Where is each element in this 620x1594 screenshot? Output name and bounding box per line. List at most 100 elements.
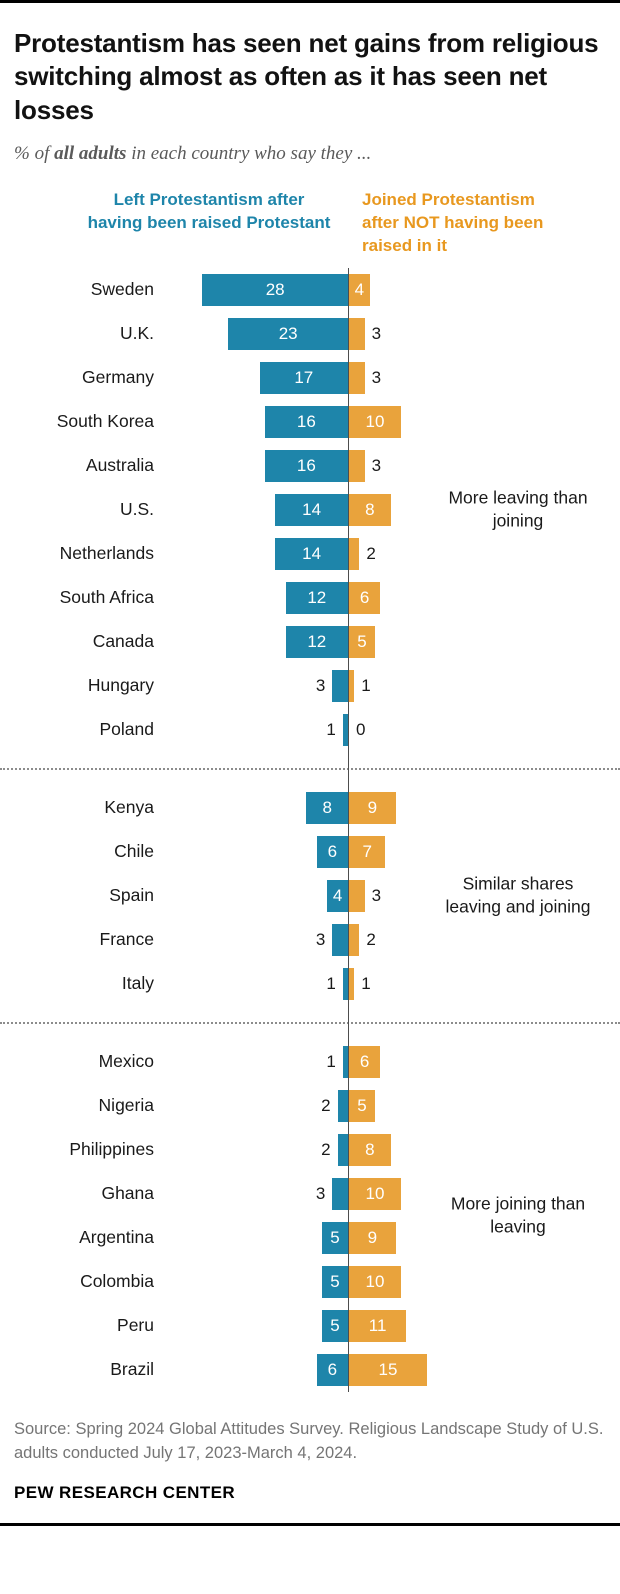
left-value-label: 16 xyxy=(296,455,316,475)
joined-bar xyxy=(349,625,375,658)
bar-area: 12 5 xyxy=(164,620,606,664)
joined-bar xyxy=(349,1133,391,1166)
left-bar xyxy=(275,537,348,570)
joined-value-label: 3 xyxy=(371,323,382,343)
joined-bar xyxy=(349,361,365,394)
left-bar xyxy=(316,1353,348,1386)
bar-area: 16 10 xyxy=(164,400,606,444)
joined-bar xyxy=(349,879,365,912)
country-row: U.K. 23 3 xyxy=(14,312,606,356)
country-row: Poland 1 0 xyxy=(14,708,606,752)
country-label: Spain xyxy=(109,885,154,906)
source-note: Source: Spring 2024 Global Attitudes Sur… xyxy=(14,1419,604,1462)
joined-value-label: 3 xyxy=(371,455,382,475)
left-value-label: 4 xyxy=(332,885,343,905)
left-value-label: 28 xyxy=(265,279,285,299)
country-row: Sweden 28 4 xyxy=(14,268,606,312)
country-label: U.S. xyxy=(119,499,154,520)
joined-bar xyxy=(349,273,370,306)
left-bar xyxy=(337,1133,348,1166)
left-value-label: 3 xyxy=(315,929,326,949)
country-row: U.S. 14 8 xyxy=(14,488,606,532)
country-row: Chile 6 7 xyxy=(14,830,606,874)
legend-left-series-label: Left Protestantism after having been rai… xyxy=(87,189,331,232)
bar-area: 5 11 xyxy=(164,1304,606,1348)
chart-group: Kenya 8 9 Chile 6 7 Spain 4 3 France 3 2 Italy 1 1 Simi… xyxy=(14,786,606,1006)
left-bar xyxy=(322,1265,348,1298)
country-label: Australia xyxy=(85,455,154,476)
joined-bar xyxy=(349,405,401,438)
bar-area: 14 2 xyxy=(164,532,606,576)
joined-bar xyxy=(349,1089,375,1122)
country-row: Peru 5 11 xyxy=(14,1304,606,1348)
country-row: South Korea 16 10 xyxy=(14,400,606,444)
joined-value-label: 8 xyxy=(365,499,375,519)
left-bar xyxy=(285,581,348,614)
country-label: Philippines xyxy=(69,1139,154,1160)
country-row: Argentina 5 9 xyxy=(14,1216,606,1260)
country-row: Ghana 3 10 xyxy=(14,1172,606,1216)
country-label: Ghana xyxy=(101,1183,154,1204)
left-bar xyxy=(337,1089,348,1122)
left-bar xyxy=(322,1221,348,1254)
legend-joined-series-label: Joined Protestantism after NOT having be… xyxy=(362,189,544,255)
left-value-label: 1 xyxy=(326,973,336,993)
joined-bar xyxy=(349,967,355,1000)
group-separator xyxy=(0,1021,620,1024)
country-label: Netherlands xyxy=(59,543,154,564)
bar-area: 12 6 xyxy=(164,576,606,620)
country-row: Netherlands 14 2 xyxy=(14,532,606,576)
left-bar xyxy=(316,835,348,868)
left-value-label: 3 xyxy=(315,1183,326,1203)
joined-bar xyxy=(349,923,360,956)
country-row: Canada 12 5 xyxy=(14,620,606,664)
country-label: Sweden xyxy=(90,279,154,300)
group-annotation: More joining than leaving xyxy=(450,1192,586,1237)
country-row: Philippines 2 8 xyxy=(14,1128,606,1172)
figure: Protestantism has seen net gains from re… xyxy=(0,0,620,1527)
joined-bar xyxy=(349,1353,427,1386)
left-bar xyxy=(264,449,348,482)
left-bar xyxy=(202,273,348,306)
joined-value-label: 10 xyxy=(365,1271,385,1291)
country-label: Peru xyxy=(117,1315,154,1336)
joined-value-label: 1 xyxy=(361,973,371,993)
joined-value-label: 15 xyxy=(378,1359,398,1379)
left-bar xyxy=(228,317,348,350)
bar-area: 5 10 xyxy=(164,1260,606,1304)
joined-value-label: 4 xyxy=(354,279,365,299)
country-label: U.K. xyxy=(119,323,154,344)
left-value-label: 6 xyxy=(327,841,338,861)
joined-value-label: 3 xyxy=(371,885,382,905)
chart-title: Protestantism has seen net gains from re… xyxy=(14,28,599,125)
country-label: Germany xyxy=(82,367,154,388)
group-separator xyxy=(0,767,620,770)
bar-area: 14 8 xyxy=(164,488,606,532)
group-annotation: Similar shares leaving and joining xyxy=(445,872,591,917)
left-value-label: 12 xyxy=(307,587,327,607)
subtitle-emphasis: all adults xyxy=(54,142,127,164)
country-label: South Korea xyxy=(56,411,154,432)
country-label: France xyxy=(99,929,154,950)
subtitle-prefix: % of xyxy=(14,142,55,164)
left-bar xyxy=(342,1045,348,1078)
country-label: Argentina xyxy=(79,1227,154,1248)
subtitle-suffix: in each country who say they ... xyxy=(126,142,372,164)
bar-area: 6 15 xyxy=(164,1348,606,1392)
bar-area: 17 3 xyxy=(164,356,606,400)
country-label: Nigeria xyxy=(98,1095,154,1116)
country-label: Canada xyxy=(92,631,154,652)
joined-bar xyxy=(349,1221,396,1254)
joined-bar xyxy=(349,1309,407,1342)
country-label: Hungary xyxy=(87,675,154,696)
left-value-label: 14 xyxy=(302,543,322,563)
left-value-label: 1 xyxy=(326,1051,336,1071)
bar-area: 3 10 xyxy=(164,1172,606,1216)
